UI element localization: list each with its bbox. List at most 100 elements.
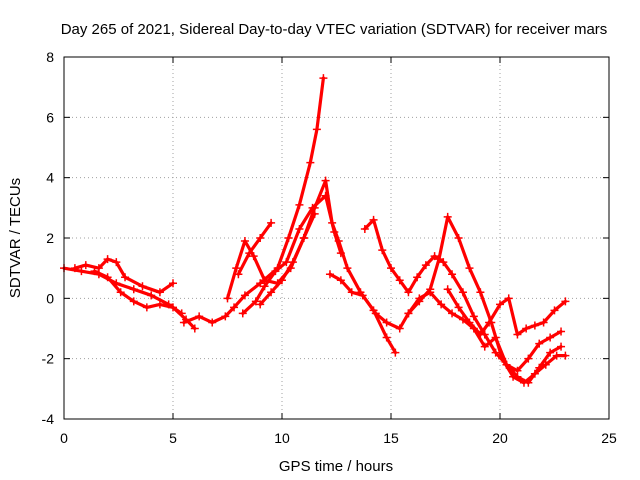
data-point-8-7	[321, 176, 330, 185]
data-point-2-9	[169, 279, 177, 288]
data-point-9-7	[395, 324, 404, 333]
data-point-12-2	[454, 303, 463, 312]
data-point-11-7	[465, 264, 474, 273]
data-point-9-21	[546, 333, 555, 342]
plot-frame	[63, 56, 610, 420]
data-point-12-9	[522, 324, 531, 333]
data-point-11-6	[454, 234, 463, 242]
data-point-10-12	[458, 288, 467, 297]
data-point-10-1	[360, 224, 369, 233]
y-tick-label-0: -4	[42, 411, 55, 427]
data-point-4-1	[179, 318, 188, 327]
x-tick-label-0: 0	[60, 430, 68, 446]
data-point-5-2	[232, 264, 241, 273]
data-point-9-2	[336, 276, 345, 285]
y-tick-label-2: 0	[46, 290, 54, 306]
series-11	[404, 212, 570, 387]
data-point-12-6	[496, 300, 504, 309]
data-point-8-6	[310, 203, 319, 212]
data-point-12-5	[485, 318, 494, 327]
series-line-11	[406, 215, 568, 385]
data-point-10-4	[387, 264, 395, 273]
data-point-4-11	[306, 158, 315, 167]
data-point-9-20	[535, 339, 544, 348]
series-line-3	[92, 269, 197, 331]
data-point-11-14	[541, 360, 550, 369]
data-point-2-3	[94, 264, 103, 273]
data-point-8-10	[343, 264, 352, 273]
data-point-10-10	[439, 258, 448, 267]
data-point-11-10	[498, 354, 507, 363]
data-point-10-11	[448, 270, 457, 279]
data-point-12-1	[443, 285, 452, 294]
data-point-9-22	[557, 327, 566, 336]
data-point-9-6	[382, 318, 391, 327]
data-point-3-7	[169, 303, 177, 312]
series-4	[179, 74, 328, 327]
data-point-11-5	[443, 212, 452, 221]
data-point-11-13	[530, 369, 539, 378]
data-point-1-2	[77, 267, 86, 276]
data-point-9-4	[358, 291, 367, 300]
data-point-8-13	[382, 333, 391, 342]
data-point-12-13	[561, 297, 570, 306]
data-point-4-5	[230, 303, 239, 312]
data-point-8-2	[267, 288, 276, 297]
data-point-9-3	[347, 288, 356, 297]
data-point-12-10	[530, 321, 539, 330]
data-point-10-15	[491, 348, 500, 357]
data-point-11-2	[415, 297, 424, 306]
data-point-8-5	[299, 234, 308, 242]
data-point-4-2	[195, 312, 204, 321]
data-point-6-6	[295, 224, 304, 233]
data-point-9-1	[325, 270, 334, 279]
data-point-12-7	[504, 294, 513, 303]
data-point-6-2	[251, 297, 260, 306]
data-point-11-12	[519, 378, 528, 387]
data-point-9-19	[524, 354, 533, 363]
chart-title: Day 265 of 2021, Sidereal Day-to-day VTE…	[61, 21, 608, 38]
data-point-2-5	[112, 258, 121, 267]
data-point-12-8	[513, 330, 522, 339]
series-line-4	[182, 76, 325, 325]
data-point-3-4	[129, 297, 138, 306]
data-point-4-3	[208, 318, 217, 327]
data-point-8-4	[288, 258, 297, 267]
data-point-4-12	[312, 125, 321, 134]
data-point-2-6	[121, 273, 130, 282]
data-point-10-20	[546, 348, 555, 357]
x-tick-label-2: 10	[274, 430, 290, 446]
data-point-10-7	[413, 273, 422, 282]
y-tick-label-6: 8	[46, 49, 54, 65]
data-point-11-16	[561, 351, 570, 360]
series-7	[234, 218, 276, 279]
data-point-3-3	[116, 288, 125, 297]
data-series	[60, 74, 570, 387]
series-line-9	[328, 272, 563, 373]
data-point-10-8	[421, 261, 430, 270]
data-point-8-3	[278, 276, 286, 285]
data-point-3-5	[142, 303, 151, 312]
data-point-11-8	[476, 288, 485, 297]
x-tick-label-5: 25	[601, 430, 617, 446]
data-point-4-6	[240, 291, 249, 300]
data-point-11-15	[552, 351, 561, 360]
data-point-6-4	[271, 267, 280, 276]
data-point-6-3	[260, 282, 269, 291]
data-point-2-8	[155, 288, 164, 297]
x-tick-label-1: 5	[169, 430, 177, 446]
data-point-9-5	[371, 309, 380, 318]
data-point-10-21	[557, 342, 566, 351]
data-point-1-6	[147, 291, 156, 300]
data-point-1-5	[129, 285, 138, 294]
x-axis-label: GPS time / hours	[279, 458, 393, 475]
data-point-11-11	[509, 372, 518, 381]
y-axis-label: SDTVAR / TECUs	[7, 178, 24, 298]
x-tick-label-4: 20	[492, 430, 508, 446]
data-point-8-8	[328, 218, 337, 227]
data-point-9-12	[448, 309, 457, 318]
series-12	[443, 285, 570, 339]
data-point-11-3	[426, 285, 435, 294]
data-point-3-2	[103, 273, 112, 282]
